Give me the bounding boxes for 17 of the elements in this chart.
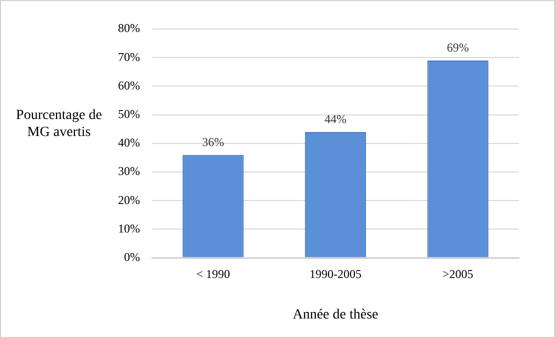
data-label: 69% — [446, 40, 469, 55]
y-tick-label: 30% — [118, 164, 140, 178]
y-tick-label: 40% — [118, 136, 140, 150]
y-tick-label: 20% — [118, 192, 140, 207]
data-label: 44% — [324, 112, 346, 126]
y-tick-label: 0% — [124, 250, 140, 264]
y-axis-title: Pourcentage de MG avertis — [15, 107, 103, 141]
y-tick-label: 60% — [118, 78, 140, 92]
y-tick-label: 10% — [118, 221, 140, 236]
y-tick-label: 70% — [118, 50, 140, 64]
x-tick-label: >2005 — [442, 267, 474, 282]
x-tick-label: 1990-2005 — [310, 267, 362, 282]
data-label: 36% — [202, 134, 224, 149]
y-tick-label: 80% — [118, 21, 140, 36]
x-axis-title: Année de thèse — [292, 307, 378, 322]
x-tick-label: < 1990 — [196, 267, 230, 282]
y-tick-label: 50% — [118, 106, 140, 121]
